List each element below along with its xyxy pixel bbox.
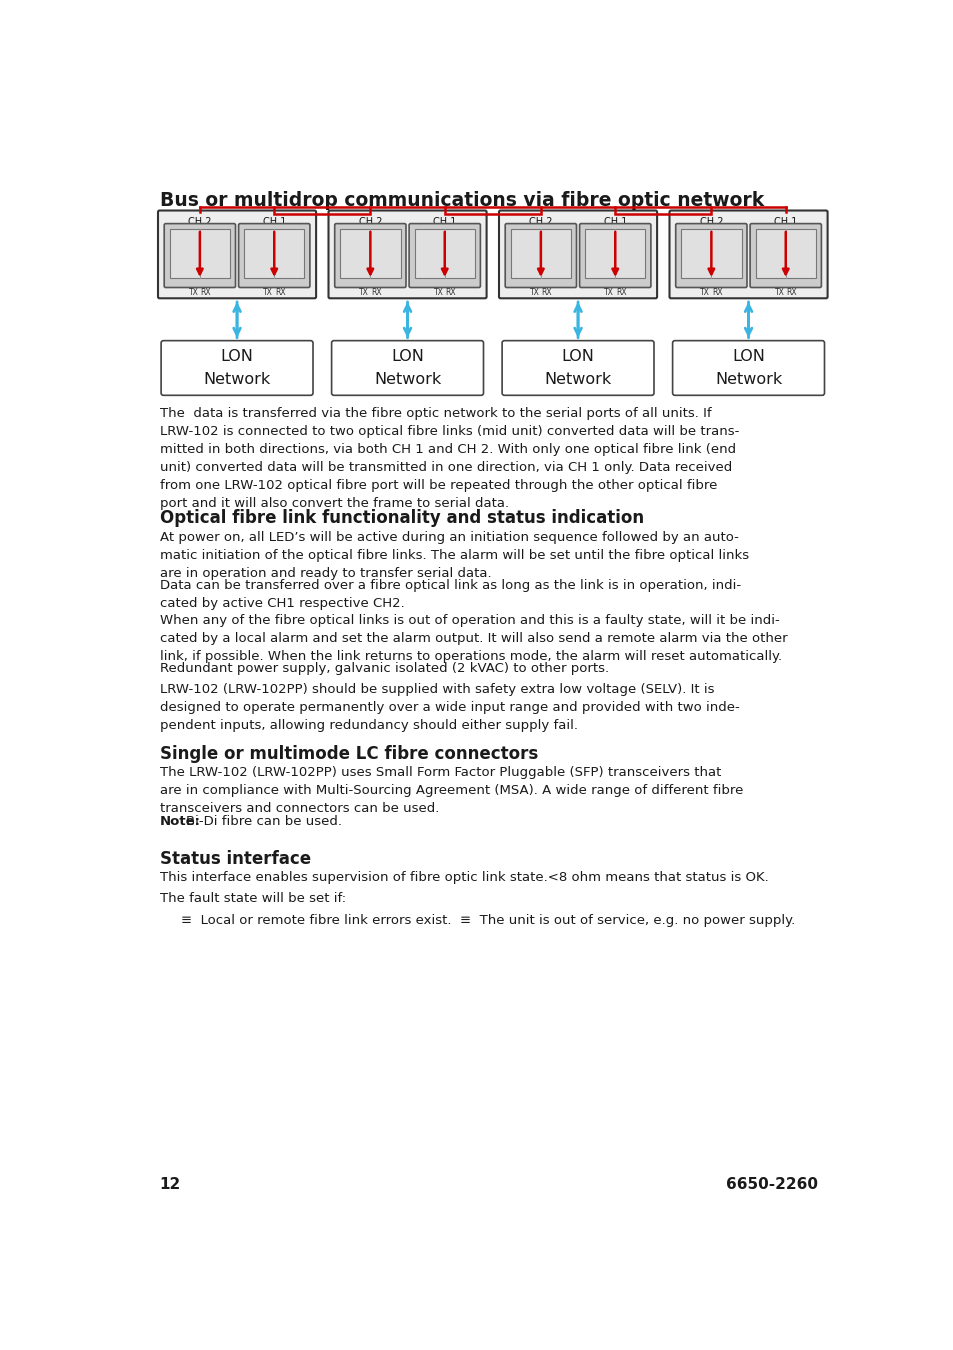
FancyBboxPatch shape (579, 224, 650, 288)
FancyBboxPatch shape (672, 340, 823, 396)
Text: This interface enables supervision of fibre optic link state.<8 ohm means that s: This interface enables supervision of fi… (159, 871, 767, 884)
FancyBboxPatch shape (238, 224, 310, 288)
Bar (755, 230, 815, 278)
Text: The  data is transferred via the fibre optic network to the serial ports of all : The data is transferred via the fibre op… (159, 406, 739, 510)
Text: TX: TX (603, 289, 614, 297)
Text: LON
Network: LON Network (203, 350, 271, 386)
Bar (510, 230, 571, 278)
Bar (680, 230, 740, 278)
FancyBboxPatch shape (161, 340, 313, 396)
Bar (244, 230, 304, 278)
Text: The fault state will be set if:: The fault state will be set if: (159, 892, 345, 906)
Text: LON
Network: LON Network (374, 350, 440, 386)
Text: TX: TX (434, 289, 443, 297)
Text: TX: TX (359, 289, 369, 297)
Text: RX: RX (786, 289, 797, 297)
FancyBboxPatch shape (332, 340, 483, 396)
Text: 12: 12 (159, 1177, 181, 1192)
FancyBboxPatch shape (498, 211, 657, 298)
Text: CH 1: CH 1 (603, 216, 626, 227)
Text: TX: TX (774, 289, 783, 297)
FancyBboxPatch shape (164, 224, 235, 288)
Bar (170, 230, 230, 278)
Text: TX: TX (700, 289, 709, 297)
Text: CH 2: CH 2 (529, 216, 552, 227)
Text: LRW-102 (LRW-102PP) should be supplied with safety extra low voltage (SELV). It : LRW-102 (LRW-102PP) should be supplied w… (159, 683, 739, 732)
Text: Bus or multidrop communications via fibre optic network: Bus or multidrop communications via fibr… (159, 192, 763, 211)
FancyBboxPatch shape (749, 224, 821, 288)
Text: TX: TX (529, 289, 539, 297)
Text: LON
Network: LON Network (544, 350, 611, 386)
FancyBboxPatch shape (505, 224, 576, 288)
FancyBboxPatch shape (409, 224, 480, 288)
Text: Optical fibre link functionality and status indication: Optical fibre link functionality and sta… (159, 509, 643, 528)
Text: Status interface: Status interface (159, 849, 311, 868)
FancyBboxPatch shape (328, 211, 486, 298)
Text: CH 2: CH 2 (699, 216, 722, 227)
Text: ≡  Local or remote fibre link errors exist.  ≡  The unit is out of service, e.g.: ≡ Local or remote fibre link errors exis… (181, 914, 795, 926)
Text: RX: RX (712, 289, 722, 297)
Text: At power on, all LED’s will be active during an initiation sequence followed by : At power on, all LED’s will be active du… (159, 531, 748, 580)
Text: RX: RX (541, 289, 552, 297)
FancyBboxPatch shape (501, 340, 654, 396)
Text: CH 2: CH 2 (358, 216, 382, 227)
Text: RX: RX (274, 289, 286, 297)
Text: CH 1: CH 1 (262, 216, 286, 227)
Text: When any of the fibre optical links is out of operation and this is a faulty sta: When any of the fibre optical links is o… (159, 614, 786, 663)
FancyBboxPatch shape (335, 224, 406, 288)
Text: CH 2: CH 2 (188, 216, 212, 227)
Text: The LRW-102 (LRW-102PP) uses Small Form Factor Pluggable (SFP) transceivers that: The LRW-102 (LRW-102PP) uses Small Form … (159, 767, 742, 815)
Text: RX: RX (445, 289, 456, 297)
Text: LON
Network: LON Network (714, 350, 781, 386)
Text: CH 1: CH 1 (433, 216, 456, 227)
Text: TX: TX (263, 289, 273, 297)
FancyBboxPatch shape (669, 211, 827, 298)
Text: TX: TX (189, 289, 198, 297)
Bar (340, 230, 400, 278)
Text: Data can be transferred over a fibre optical link as long as the link is in oper: Data can be transferred over a fibre opt… (159, 579, 740, 610)
Bar (415, 230, 475, 278)
Text: Bi-Di fibre can be used.: Bi-Di fibre can be used. (186, 814, 341, 828)
FancyBboxPatch shape (158, 211, 315, 298)
Text: Note:: Note: (159, 814, 200, 828)
Text: 6650-2260: 6650-2260 (725, 1177, 818, 1192)
Text: CH 1: CH 1 (773, 216, 797, 227)
Bar (584, 230, 645, 278)
Text: Single or multimode LC fibre connectors: Single or multimode LC fibre connectors (159, 745, 537, 763)
Text: RX: RX (200, 289, 212, 297)
Text: Redundant power supply, galvanic isolated (2 kVAC) to other ports.: Redundant power supply, galvanic isolate… (159, 662, 608, 675)
FancyBboxPatch shape (675, 224, 746, 288)
Text: RX: RX (371, 289, 381, 297)
Text: RX: RX (616, 289, 626, 297)
